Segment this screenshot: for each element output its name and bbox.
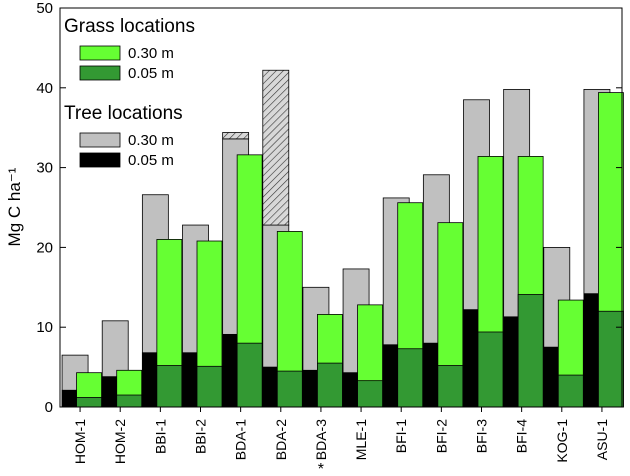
x-tick-label: KOG-1	[554, 419, 570, 463]
legend-item-label: 0.30 m	[128, 132, 174, 149]
x-tick-label: HOM-2	[112, 419, 128, 464]
legend-item-label: 0.30 m	[128, 45, 174, 62]
bar-grass-005-bfi-2	[437, 365, 464, 408]
x-tick-label: BBI-2	[193, 419, 209, 454]
bar-grass-005-hom-2	[116, 394, 143, 408]
legend-group-title: Tree locations	[64, 103, 183, 124]
x-tick-label: HOM-1	[72, 419, 88, 464]
bar-grass-005-bfi-4	[517, 294, 544, 408]
legend: Grass locations 0.30 m 0.05 m Tree location…	[64, 16, 195, 169]
x-tick-label: BDA-2	[273, 419, 289, 460]
legend-swatch	[79, 132, 121, 148]
x-tick-label: BFI-1	[393, 419, 409, 453]
x-tick-label: BFI-3	[474, 419, 490, 453]
bar-grass-005-bda-1	[236, 342, 263, 408]
legend-item-label: 0.05 m	[128, 65, 174, 82]
bar-grass-005-bda-2	[276, 370, 303, 408]
legend-group-title: Grass locations	[64, 16, 195, 37]
y-tick-label: 40	[36, 80, 53, 97]
bar-grass-005-bda-3	[317, 362, 343, 408]
legend-swatch	[79, 65, 121, 81]
x-axis: HOM-1 HOM-2 BBI-1 BBI-2 BDA-1 BDA-2 BDA-3* MLE-…	[72, 407, 610, 476]
y-tick-label: 20	[36, 239, 53, 256]
legend-item-label: 0.05 m	[128, 152, 174, 169]
x-tick-label: BBI-1	[152, 419, 168, 454]
x-tick-label: MLE-1	[353, 419, 369, 460]
bar-grass-005-mle-1	[357, 380, 383, 408]
bar-grass-005-hom-1	[76, 397, 102, 408]
x-tick-label: BFI-4	[514, 419, 530, 453]
legend-swatch	[79, 152, 121, 168]
bar-grass-005-kog-1	[557, 374, 584, 408]
x-category-note: *	[318, 461, 324, 476]
y-tick-label: 50	[36, 0, 53, 17]
y-tick-label: 0	[45, 399, 53, 416]
x-tick-label: BDA-1	[233, 419, 249, 460]
plot-frame	[59, 7, 623, 408]
y-tick-label: 30	[36, 160, 53, 177]
x-tick-label: ASU-1	[594, 419, 610, 460]
x-tick-label: BFI-2	[433, 419, 449, 453]
bar-grass-005-bbi-1	[156, 365, 183, 408]
y-axis-label: Mg C ha⁻¹	[5, 167, 24, 246]
y-tick-label: 10	[36, 319, 53, 336]
bar-hatched-extension-bda-1	[222, 132, 250, 140]
bar-grass-005-bfi-1	[397, 348, 424, 408]
bar-grass-005-asu-1	[598, 310, 624, 408]
legend-swatch	[79, 45, 121, 61]
bar-hatched-extension-bda-2	[262, 69, 290, 226]
bar-grass-005-bbi-2	[196, 365, 223, 408]
x-tick-label: BDA-3	[313, 419, 329, 460]
bar-grass-005-bfi-3	[477, 331, 504, 408]
y-axis: 0 10 20 30 40 50	[36, 0, 622, 416]
